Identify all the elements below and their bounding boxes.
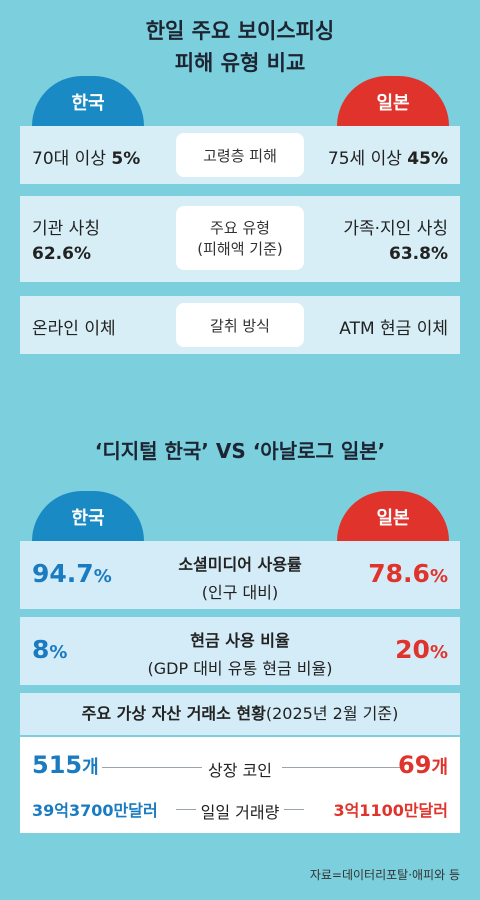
japan-elderly: 75세 이상 45% — [328, 144, 448, 169]
listed-coins-label: 상장 코인 — [208, 761, 272, 780]
elderly-category-label: 고령층 피해 — [203, 146, 277, 165]
japan-tab-2: 일본 — [337, 491, 449, 541]
page-subtitle: 피해 유형 비교 — [174, 51, 306, 75]
korea-coins-number: 515 — [32, 751, 83, 779]
elderly-category-pill: 고령층 피해 — [176, 133, 304, 177]
korea-elderly-value: 5% — [111, 149, 141, 169]
korea-elderly: 70대 이상 5% — [32, 144, 140, 169]
japan-coins-unit: 개 — [431, 757, 448, 778]
exchange-heading-note: (2025년 2월 기준) — [265, 704, 399, 723]
exchange-table: 515개 상장 코인 69개 39억3700만달러 일일 거래량 3억1100만… — [20, 737, 460, 833]
korea-volume-value: 39억3700만달러 — [32, 801, 158, 820]
korea-social-value: 94.7% — [32, 559, 112, 588]
japan-coins-value: 69개 — [398, 751, 448, 779]
korea-cash-unit: % — [49, 642, 68, 663]
korea-tab-2: 한국 — [32, 491, 144, 541]
japan-coins-number: 69 — [398, 751, 432, 779]
cash-usage-heading: 현금 사용 비율 — [190, 631, 290, 650]
source-note: 자료=데이터리포탈·애피와 등 — [309, 868, 460, 882]
japan-type-label: 가족·지인 사칭 — [343, 219, 448, 239]
method-category-pill: 갈취 방식 — [176, 303, 304, 347]
social-media-heading: 소셜미디어 사용률 — [178, 555, 302, 574]
type-category-label: 주요 유형 — [210, 219, 270, 237]
korea-social-number: 94.7 — [32, 559, 94, 588]
japan-cash-unit: % — [429, 642, 448, 663]
social-media-row: 94.7% 소셜미디어 사용률 (인구 대비) 78.6% — [20, 541, 460, 609]
japan-cash-number: 20 — [395, 635, 430, 664]
korea-type-label: 기관 사칭 — [32, 219, 100, 239]
section2-title: ‘디지털 한국’ VS ‘아날로그 일본’ — [94, 439, 386, 463]
japan-tab: 일본 — [337, 76, 449, 126]
korea-cash-number: 8 — [32, 635, 50, 664]
japan-cash-value: 20% — [395, 635, 448, 664]
divider-line — [176, 809, 196, 810]
japan-social-value: 78.6% — [368, 559, 448, 588]
korea-social-unit: % — [93, 566, 112, 587]
japan-social-number: 78.6 — [368, 559, 430, 588]
korea-cash-value: 8% — [32, 635, 67, 664]
exchange-heading-text: 주요 가상 자산 거래소 현황 — [81, 704, 266, 723]
divider-line — [102, 767, 202, 768]
japan-elderly-value: 45% — [407, 149, 448, 169]
japan-elderly-label: 75세 이상 — [327, 149, 402, 169]
social-media-note: (인구 대비) — [201, 583, 279, 602]
korea-type-value: 62.6% — [32, 244, 91, 264]
comparison-row-elderly: 70대 이상 5% 고령층 피해 75세 이상 45% — [20, 126, 460, 184]
exchange-heading: 주요 가상 자산 거래소 현황(2025년 2월 기준) — [20, 693, 460, 735]
japan-method: ATM 현금 이체 — [339, 319, 448, 339]
korea-coins-unit: 개 — [82, 757, 99, 778]
korea-method: 온라인 이체 — [32, 319, 116, 339]
type-category-pill: 주요 유형 (피해액 기준) — [176, 206, 304, 270]
comparison-row-type: 기관 사칭 62.6% 주요 유형 (피해액 기준) 가족·지인 사칭 63.8… — [20, 196, 460, 282]
japan-volume-value: 3억1100만달러 — [333, 801, 448, 820]
daily-volume-label: 일일 거래량 — [200, 803, 280, 822]
divider-line — [284, 809, 304, 810]
social-media-label: 소셜미디어 사용률 (인구 대비) — [140, 551, 340, 603]
comparison-row-method: 온라인 이체 갈취 방식 ATM 현금 이체 — [20, 296, 460, 354]
type-category-note: (피해액 기준) — [197, 240, 283, 258]
japan-social-unit: % — [429, 566, 448, 587]
korea-elderly-label: 70대 이상 — [32, 149, 106, 169]
method-category-label: 갈취 방식 — [210, 316, 270, 335]
japan-type-value: 63.8% — [389, 244, 448, 264]
page-title: 한일 주요 보이스피싱 — [145, 19, 335, 43]
divider-line — [282, 767, 402, 768]
korea-tab: 한국 — [32, 76, 144, 126]
cash-usage-label: 현금 사용 비율 (GDP 대비 유통 현금 비율) — [130, 627, 350, 679]
cash-usage-note: (GDP 대비 유통 현금 비율) — [147, 659, 333, 678]
cash-usage-row: 8% 현금 사용 비율 (GDP 대비 유통 현금 비율) 20% — [20, 617, 460, 685]
korea-coins-value: 515개 — [32, 751, 99, 779]
